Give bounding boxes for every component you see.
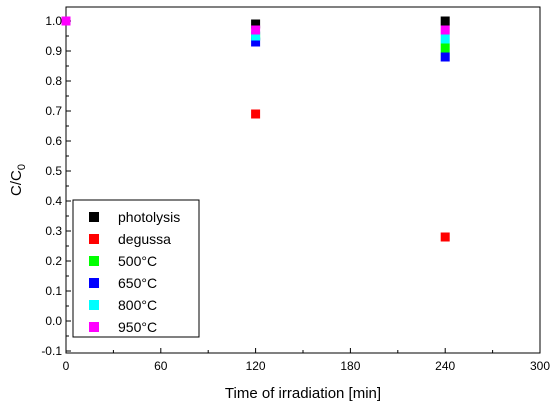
y-tick-label: 0.9 bbox=[45, 44, 62, 58]
data-point bbox=[61, 16, 71, 26]
x-tick-label: 0 bbox=[63, 359, 70, 373]
data-point bbox=[251, 25, 261, 35]
y-axis-title-main: C/C bbox=[8, 170, 25, 196]
legend-label: 950°C bbox=[118, 319, 157, 335]
legend-box bbox=[72, 199, 200, 338]
data-point bbox=[251, 19, 261, 29]
y-tick-label: 0.1 bbox=[45, 284, 62, 298]
data-point bbox=[251, 37, 261, 47]
legend-swatch bbox=[89, 256, 99, 266]
x-tick-label: 180 bbox=[340, 359, 360, 373]
data-point bbox=[440, 25, 450, 35]
data-point bbox=[440, 52, 450, 62]
x-axis-title: Time of irradiation [min] bbox=[225, 385, 381, 402]
y-tick-label: 0.3 bbox=[45, 224, 62, 238]
x-tick-label: 60 bbox=[154, 359, 168, 373]
data-point bbox=[440, 16, 450, 26]
legend-label: 500°C bbox=[118, 253, 157, 269]
y-tick-label: 0.6 bbox=[45, 134, 62, 148]
y-axis-title: C/C0 bbox=[8, 164, 28, 196]
data-point bbox=[440, 43, 450, 53]
y-tick-label: 0.5 bbox=[45, 164, 62, 178]
y-axis-ticks: -0.1 0.0 0.1 0.2 0.3 0.4 0.5 0.6 0.7 0.8 0.9 1.0 bbox=[41, 14, 71, 358]
legend-swatch bbox=[89, 300, 99, 310]
y-tick-label: 0.0 bbox=[45, 314, 62, 328]
legend-swatch bbox=[89, 322, 99, 332]
x-axis-ticks: 0 60 120 180 240 300 bbox=[63, 348, 550, 373]
legend-label: 650°C bbox=[118, 275, 157, 291]
legend: photolysis degussa 500°C 650°C 800°C 950°C bbox=[72, 199, 200, 338]
legend-swatch bbox=[89, 212, 99, 222]
y-axis-title-subscript: 0 bbox=[16, 164, 28, 170]
legend-swatch bbox=[89, 234, 99, 244]
legend-swatch bbox=[89, 278, 99, 288]
x-tick-label: 240 bbox=[435, 359, 455, 373]
y-tick-label: -0.1 bbox=[41, 344, 62, 358]
y-tick-label: 0.2 bbox=[45, 254, 62, 268]
y-tick-label: 1.0 bbox=[45, 14, 62, 28]
y-tick-label: 0.8 bbox=[45, 74, 62, 88]
y-tick-label: 0.4 bbox=[45, 194, 62, 208]
data-point bbox=[251, 109, 261, 119]
legend-items: photolysis degussa 500°C 650°C 800°C 950°C bbox=[89, 209, 180, 335]
data-point bbox=[440, 232, 450, 242]
x-tick-label: 300 bbox=[530, 359, 550, 373]
legend-label: photolysis bbox=[118, 209, 180, 225]
data-point bbox=[440, 34, 450, 44]
data-point bbox=[251, 31, 261, 41]
legend-label: 800°C bbox=[118, 297, 157, 313]
x-tick-label: 120 bbox=[246, 359, 266, 373]
legend-label: degussa bbox=[118, 231, 171, 247]
data-points bbox=[61, 16, 450, 242]
y-tick-label: 0.7 bbox=[45, 104, 62, 118]
